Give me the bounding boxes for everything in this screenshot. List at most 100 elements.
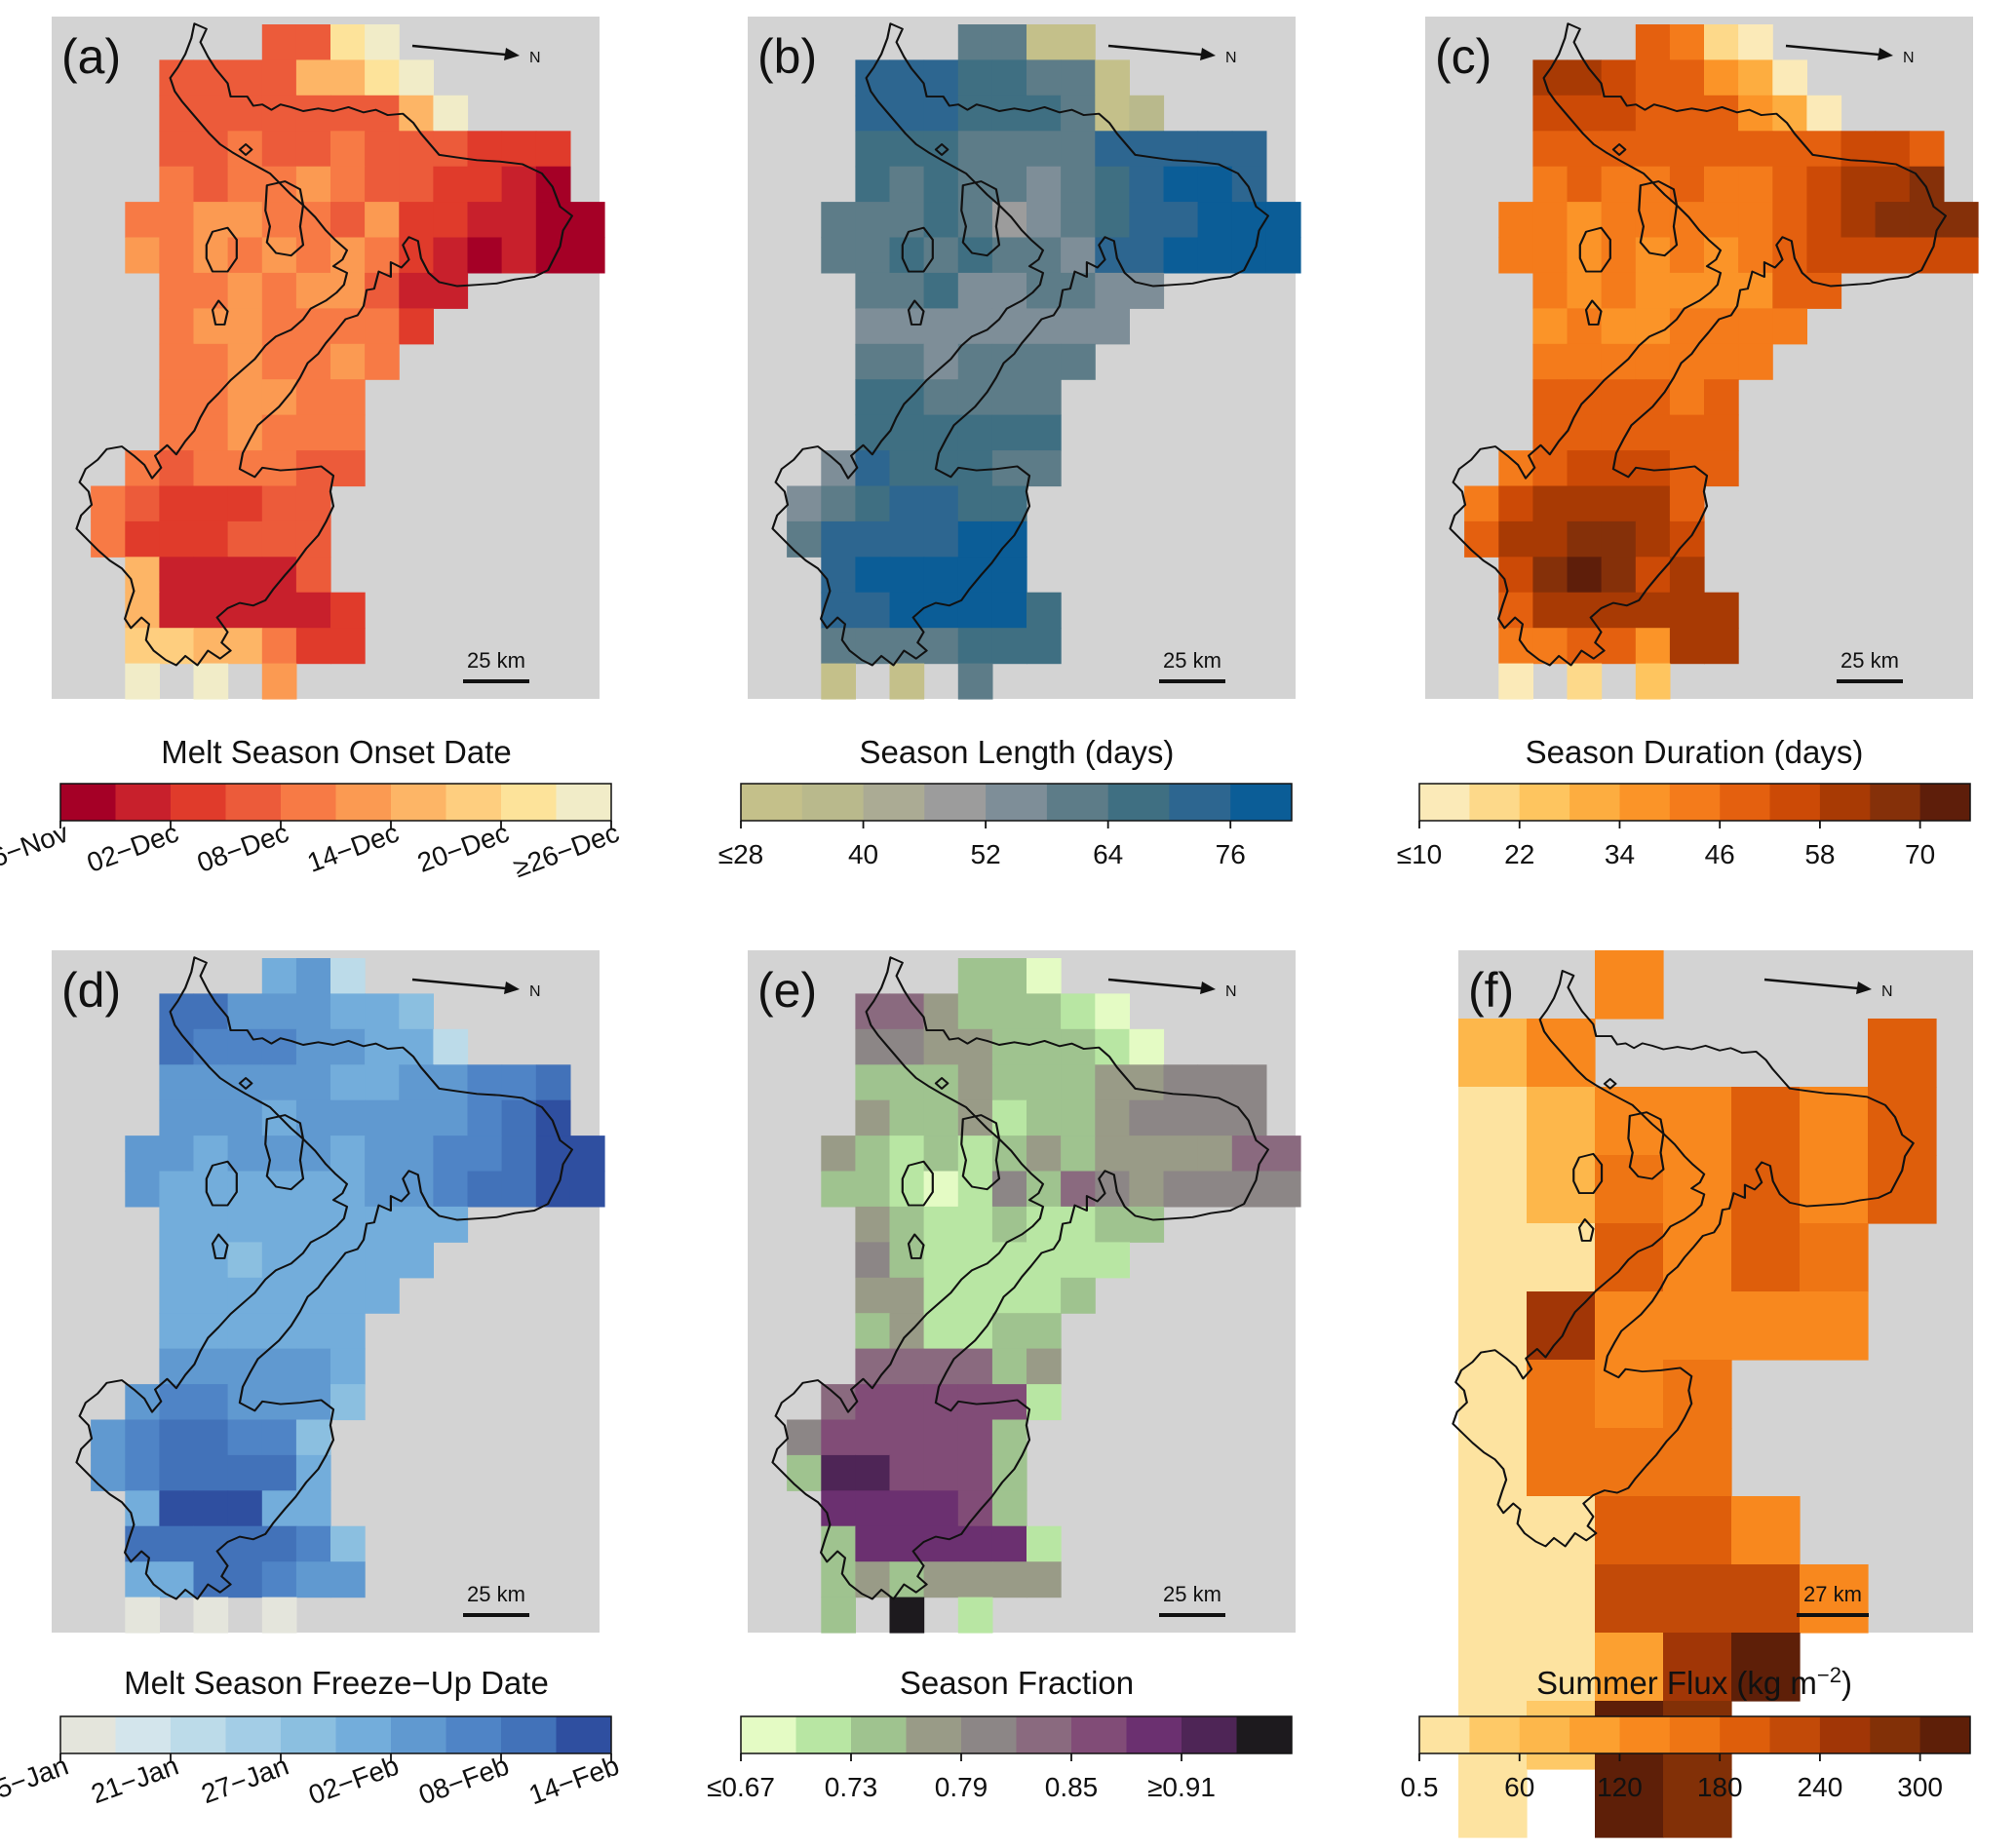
panel-b: (b) N 25 km ≤28 40 52 64 76 Season Length (days) [718, 17, 1301, 869]
grid-cell [1129, 1171, 1165, 1208]
colorbar-swatch [1126, 1716, 1182, 1753]
grid-cell [1095, 1242, 1130, 1279]
colorbar-tick-label: 08−Feb [414, 1751, 513, 1811]
grid-cell [1265, 237, 1301, 274]
grid-cell [1061, 1171, 1096, 1208]
grid-cell [295, 557, 331, 594]
grid-cell [1806, 131, 1842, 168]
grid-cell [227, 414, 263, 451]
grid-cell [889, 1419, 925, 1456]
panel-c: (c) N 25 km ≤10 22 34 46 58 70 Season Duration (d… [1397, 17, 1979, 869]
grid-cell [957, 1490, 993, 1527]
grid-cell [1027, 95, 1062, 132]
grid-cell [1704, 379, 1739, 416]
grid-cell [1231, 1171, 1267, 1208]
grid-cell [467, 202, 503, 239]
colorbar-swatch [906, 1716, 962, 1753]
grid-cell [261, 24, 297, 60]
grid-cell [1129, 237, 1165, 274]
grid-cell [330, 1348, 366, 1385]
grid-cell [1635, 520, 1671, 558]
grid-cell [1601, 272, 1637, 309]
grid-cell [501, 1064, 537, 1101]
grid-cell [399, 272, 434, 309]
grid-cell [467, 1099, 503, 1136]
grid-cell [330, 1099, 366, 1136]
north-arrow-icon [411, 978, 520, 994]
grid-cell [467, 1136, 503, 1173]
colorbar: ≤0.67 0.73 0.79 0.85 ≥0.91 [707, 1715, 1293, 1802]
grid-cell [1464, 520, 1499, 558]
grid-cell [1669, 272, 1705, 309]
grid-cell [957, 628, 993, 665]
grid-cell [1498, 663, 1533, 700]
colorbar-tick-label: 76 [1216, 839, 1246, 869]
colorbar-swatch [60, 784, 116, 821]
grid-cell [889, 1597, 925, 1634]
grid-cell [433, 95, 469, 132]
grid-cell [1601, 485, 1637, 522]
grid-cell [159, 450, 195, 487]
grid-cell [1875, 237, 1911, 274]
grid-cell [787, 1419, 822, 1456]
grid-cell [1738, 237, 1773, 274]
grid-cell [821, 1561, 856, 1598]
grid-cell [1601, 237, 1637, 274]
grid-cell [330, 24, 366, 60]
grid-cell [365, 24, 400, 60]
grid-cell [1527, 1155, 1596, 1224]
grid-cell [535, 1136, 571, 1173]
grid-cell [1669, 557, 1705, 594]
grid-cell [1806, 95, 1842, 132]
grid-cell [991, 379, 1027, 416]
grid-cell [159, 308, 195, 345]
grid-cell [227, 1064, 263, 1101]
grid-cell [1027, 379, 1062, 416]
grid-cell [1532, 520, 1569, 558]
grid-cell [1532, 95, 1569, 132]
grid-cell [957, 485, 993, 522]
grid-cell [1595, 1769, 1664, 1838]
grid-cell [535, 237, 571, 274]
grid-cell [855, 1454, 891, 1491]
grid-cell [159, 993, 195, 1030]
grid-cell [399, 1064, 434, 1101]
grid-cell [787, 1454, 822, 1491]
grid-cell [1772, 166, 1807, 203]
colorbar-swatch [1569, 1716, 1620, 1753]
grid-cell [1800, 1223, 1869, 1292]
grid-cell [1095, 993, 1130, 1030]
grid-cell [991, 1028, 1027, 1065]
grid-cell [889, 557, 925, 594]
grid-cell [295, 1242, 331, 1279]
grid-cell [1731, 1155, 1801, 1224]
grid-cell [923, 1490, 959, 1527]
grid-cell [821, 1136, 856, 1173]
grid-cell [365, 202, 400, 239]
grid-cell [1663, 1428, 1732, 1497]
grid-cell [1841, 202, 1877, 239]
grid-cell [159, 1064, 195, 1101]
grid-cell [193, 1064, 229, 1101]
grid-cell [330, 993, 366, 1030]
grid-cell [1731, 1564, 1801, 1634]
colorbar-frame [740, 783, 1293, 822]
grid-cell [889, 1028, 925, 1065]
grid-cell [569, 202, 605, 239]
grid-cell [991, 993, 1027, 1030]
grid-cell [923, 1064, 959, 1101]
grid-cell [957, 993, 993, 1030]
grid-cell [1601, 450, 1637, 487]
grid-cell [1265, 1136, 1301, 1173]
grid-cell [1129, 131, 1165, 168]
colorbar-tick-label: 180 [1697, 1772, 1743, 1802]
grid-cell [1663, 1564, 1732, 1634]
grid-cell [821, 202, 856, 239]
grid-cell [1527, 1360, 1596, 1429]
grid-cell [365, 1242, 400, 1279]
grid-cell [193, 1099, 229, 1136]
grid-cell [923, 1419, 959, 1456]
grid-cell [1704, 628, 1739, 665]
grid-cell [261, 520, 297, 558]
